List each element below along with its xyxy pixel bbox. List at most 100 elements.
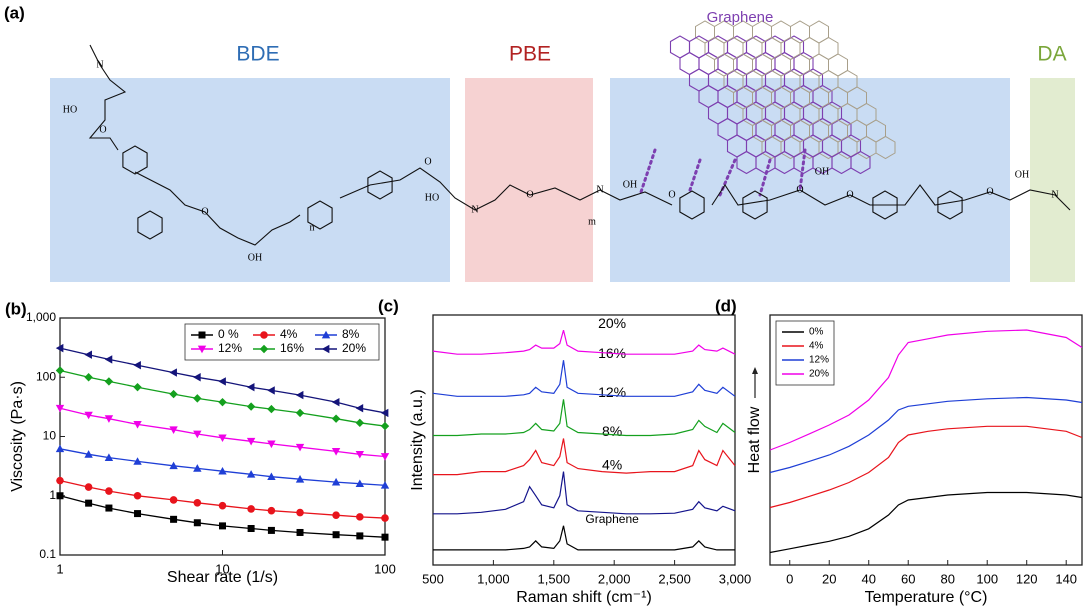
series-line	[770, 426, 1082, 507]
marker	[105, 377, 113, 385]
series-line	[770, 493, 1082, 553]
marker	[169, 368, 177, 376]
x-axis-label: Shear rate (1/s)	[167, 569, 278, 586]
atom-label: O	[526, 189, 533, 200]
x-tick-label: 140	[1055, 571, 1077, 586]
atom-label: O	[846, 189, 853, 200]
panel-a: (a) BDE PBE DA Graphene N HO O O OH n O …	[4, 3, 1075, 282]
atom-label: N	[471, 204, 478, 215]
marker	[248, 525, 255, 532]
marker	[268, 527, 275, 534]
series-line	[433, 399, 735, 435]
atom-label: HO	[63, 104, 77, 115]
panel-label: (c)	[378, 296, 399, 315]
marker	[381, 514, 389, 522]
atom-label: N	[96, 59, 103, 70]
panel-label: (a)	[4, 3, 25, 22]
x-tick-label: 1	[56, 561, 63, 576]
marker	[332, 511, 340, 519]
marker	[332, 398, 340, 406]
legend-label: 12%	[218, 341, 242, 355]
marker	[85, 483, 93, 491]
arrow-head	[752, 367, 758, 374]
marker	[133, 361, 141, 369]
marker	[133, 383, 141, 391]
x-axis-label: Raman shift (cm⁻¹)	[516, 589, 652, 606]
marker	[356, 419, 364, 427]
marker	[194, 519, 201, 526]
legend-label: 8%	[342, 327, 360, 341]
marker	[85, 500, 92, 507]
atom-label: OH	[248, 252, 262, 263]
atom-label: OH	[1015, 169, 1029, 180]
graphene-label: Graphene	[707, 9, 774, 26]
x-tick-label: 60	[901, 571, 915, 586]
y-tick-label: 10	[43, 429, 57, 443]
marker	[169, 390, 177, 398]
marker	[219, 502, 227, 510]
legend-label: 12%	[809, 355, 829, 366]
figure: (a) BDE PBE DA Graphene N HO O O OH n O …	[0, 0, 1083, 610]
marker	[170, 516, 177, 523]
legend-label: 4%	[809, 341, 824, 352]
marker	[105, 487, 113, 495]
y-tick-label: 100	[36, 369, 56, 383]
x-tick-label: 40	[861, 571, 875, 586]
marker	[84, 351, 92, 359]
marker	[84, 373, 92, 381]
marker	[193, 373, 201, 381]
marker	[247, 402, 255, 410]
marker	[332, 414, 340, 422]
bde-region	[610, 78, 1010, 282]
x-tick-label: 100	[374, 561, 396, 576]
chart: (b)1101000.11101001,000Shear rate (1/s)V…	[5, 299, 396, 586]
marker	[193, 394, 201, 402]
marker	[194, 499, 202, 507]
x-tick-label: 2,500	[658, 571, 691, 586]
marker	[105, 355, 113, 363]
marker	[134, 492, 142, 500]
atom-label: O	[668, 189, 675, 200]
marker	[381, 422, 389, 430]
x-tick-label: 120	[1016, 571, 1038, 586]
pbe-region	[465, 78, 593, 282]
legend-label: 20%	[809, 369, 829, 380]
chart: (c)5001,0001,5002,0002,5003,000Raman shi…	[378, 296, 751, 606]
marker	[56, 445, 64, 453]
marker	[267, 405, 275, 413]
marker	[56, 366, 64, 374]
atom-label: HO	[425, 192, 439, 203]
atom-label: O	[796, 184, 803, 195]
atom-label: m	[588, 216, 596, 227]
marker	[296, 409, 304, 417]
y-axis-label: Heat flow	[746, 406, 763, 473]
series-label: 4%	[602, 456, 622, 472]
chart: (d)020406080100120140Temperature (°C)Hea…	[715, 296, 1082, 606]
series-line	[433, 439, 735, 475]
region-label: PBE	[509, 43, 551, 66]
series-line	[433, 360, 735, 396]
x-tick-label: 100	[976, 571, 998, 586]
series-label: 12%	[598, 384, 626, 400]
legend-label: 20%	[342, 341, 366, 355]
region-label: DA	[1037, 43, 1066, 66]
atom-label: N	[1051, 189, 1058, 200]
marker	[105, 505, 112, 512]
marker	[381, 453, 389, 461]
series-line	[433, 526, 735, 550]
marker	[218, 398, 226, 406]
atom-label: OH	[623, 179, 637, 190]
x-tick-label: 1,500	[538, 571, 571, 586]
panel-label: (d)	[715, 296, 737, 315]
panel-label: (b)	[5, 299, 27, 318]
marker	[297, 529, 304, 536]
atom-label: N	[596, 184, 603, 195]
marker	[356, 404, 364, 412]
series-line	[770, 398, 1082, 473]
marker	[268, 507, 276, 515]
atom-label: O	[201, 206, 208, 217]
marker	[170, 496, 178, 504]
atom-label: O	[986, 186, 993, 197]
series-line	[433, 472, 735, 514]
